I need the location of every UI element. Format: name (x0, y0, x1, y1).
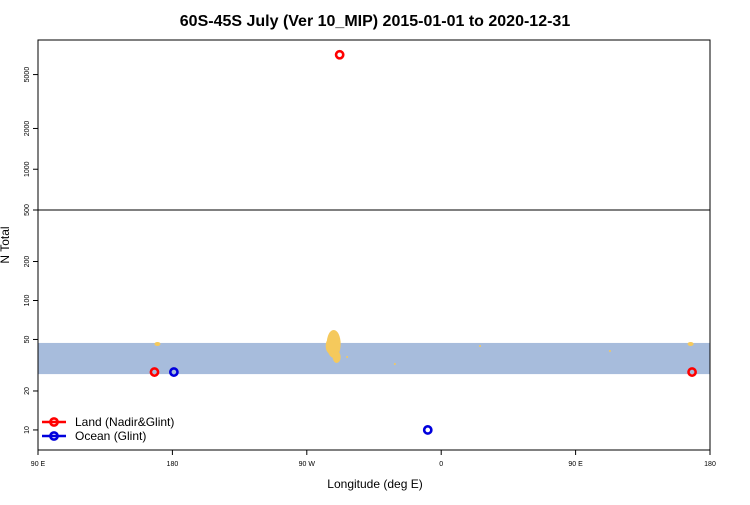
land-point (687, 367, 697, 377)
x-tick-label: 90 E (31, 461, 46, 468)
y-tick-label: 10 (24, 426, 31, 434)
y-tick-label: 100 (24, 295, 31, 307)
y-tick-label: 1000 (24, 161, 31, 177)
land-point (149, 367, 160, 377)
x-tick-label: 90 W (299, 461, 316, 468)
legend-land-label: Land (Nadir&Glint) (75, 415, 174, 429)
y-tick-label: 2000 (24, 121, 31, 137)
x-axis-label: Longitude (deg E) (327, 477, 422, 491)
x-tick-label: 180 (167, 461, 179, 468)
chart-title: 60S-45S July (Ver 10_MIP) 2015-01-01 to … (180, 13, 571, 30)
landmass-speck (608, 349, 611, 352)
x-tick-label: 180 (704, 461, 716, 468)
y-tick-label: 200 (24, 256, 31, 268)
y-axis-ticks: 10 20 50 100 200 500 1000 2000 5000 (24, 67, 38, 434)
ocean-point (422, 425, 433, 435)
landmass-speck (479, 344, 482, 347)
landmass-blob (154, 341, 161, 346)
y-tick-label: 20 (24, 387, 31, 395)
plot-frame (37, 39, 711, 451)
landmass-overlay (154, 329, 694, 365)
legend: Land (Nadir&Glint) Ocean (Glint) (42, 415, 174, 443)
latitude-band (38, 342, 710, 375)
ocean-point (168, 367, 179, 377)
landmass-blob (687, 341, 694, 346)
x-axis-ticks: 90 E 180 90 W 0 90 E 180 (31, 450, 716, 468)
land-point (334, 49, 345, 60)
y-tick-label: 50 (24, 335, 31, 343)
x-tick-label: 90 E (568, 461, 583, 468)
y-tick-label: 500 (24, 204, 31, 216)
landmass-speck (346, 355, 349, 358)
data-points (149, 49, 697, 435)
y-axis-label: N Total (0, 226, 12, 263)
x-tick-label: 0 (439, 461, 443, 468)
legend-ocean-label: Ocean (Glint) (75, 429, 146, 443)
legend-land-marker (49, 417, 59, 427)
legend-ocean-marker (49, 431, 59, 441)
landmass-blob (325, 337, 336, 354)
y-tick-label: 5000 (24, 67, 31, 83)
landmass-speck (393, 362, 396, 365)
band-rect (38, 342, 710, 375)
landmass-blob (332, 350, 341, 363)
